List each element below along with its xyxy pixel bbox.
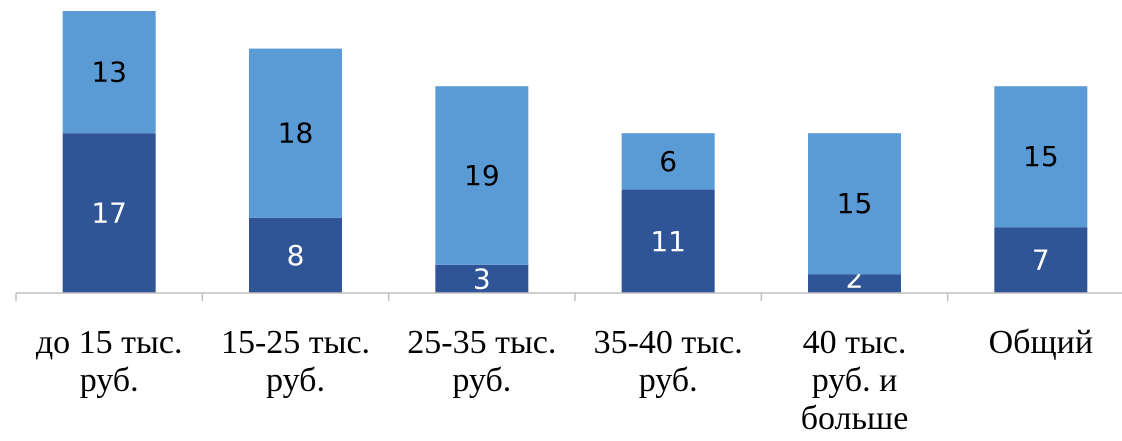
category-label-4-line-1: 35-40 тыс. [594, 324, 743, 361]
data-label-2-series-1: 8 [287, 239, 305, 272]
bar-segment-4-series-1 [621, 189, 715, 293]
bar-segment-3-series-2 [435, 86, 529, 265]
bar-segment-2-series-1 [249, 217, 342, 293]
category-label-2: 15-25 тыс. руб. [221, 324, 370, 399]
category-label-4-line-2: руб. [639, 362, 698, 399]
x-axis [15, 292, 1122, 301]
data-label-6-series-1: 7 [1032, 244, 1050, 277]
category-label-3-line-1: 25-35 тыс. [407, 324, 556, 361]
bar-segment-1-series-1 [62, 133, 156, 293]
bar-segment-1-series-2 [62, 11, 156, 134]
category-label-3-line-2: руб. [452, 362, 511, 399]
category-labels: до 15 тыс. руб.15-25 тыс. руб.25-35 тыс. ру… [36, 324, 1093, 437]
data-label-1-series-2: 13 [91, 56, 127, 89]
data-label-4-series-2: 6 [659, 145, 677, 178]
category-label-1-line-1: до 15 тыс. [36, 324, 183, 361]
data-label-3-series-2: 19 [464, 159, 500, 192]
category-label-5-line-1: 40 тыс. [803, 324, 907, 361]
bar-segment-5-series-2 [808, 133, 901, 275]
category-label-5-line-2: руб. и [812, 362, 898, 399]
data-label-3-series-1: 3 [473, 262, 491, 295]
category-label-2-line-2: руб. [266, 362, 325, 399]
category-label-3: 25-35 тыс. руб. [407, 324, 556, 399]
category-label-6: Общий [989, 324, 1093, 361]
category-label-2-line-1: 15-25 тыс. [221, 324, 370, 361]
data-label-2-series-2: 18 [278, 117, 314, 150]
category-label-1: до 15 тыс. руб. [36, 324, 183, 399]
bar-segment-4-series-2 [621, 133, 715, 190]
bar-segment-5-series-1 [808, 274, 901, 293]
bar-segment-6-series-2 [994, 86, 1088, 228]
data-label-5-series-2: 15 [837, 187, 873, 220]
data-label-6-series-2: 15 [1023, 140, 1059, 173]
category-label-5-line-3: больше [801, 400, 909, 437]
category-label-4: 35-40 тыс. руб. [594, 324, 743, 399]
data-label-1-series-1: 17 [91, 197, 127, 230]
bar-segment-3-series-1 [435, 264, 529, 293]
category-label-1-line-2: руб. [80, 362, 139, 399]
bar-segment-2-series-2 [249, 48, 342, 218]
category-label-6-line-1: Общий [989, 324, 1093, 361]
category-label-5: 40 тыс. руб. и больше [801, 324, 909, 437]
bar-segment-6-series-1 [994, 227, 1088, 293]
data-label-4-series-1: 11 [650, 225, 686, 258]
